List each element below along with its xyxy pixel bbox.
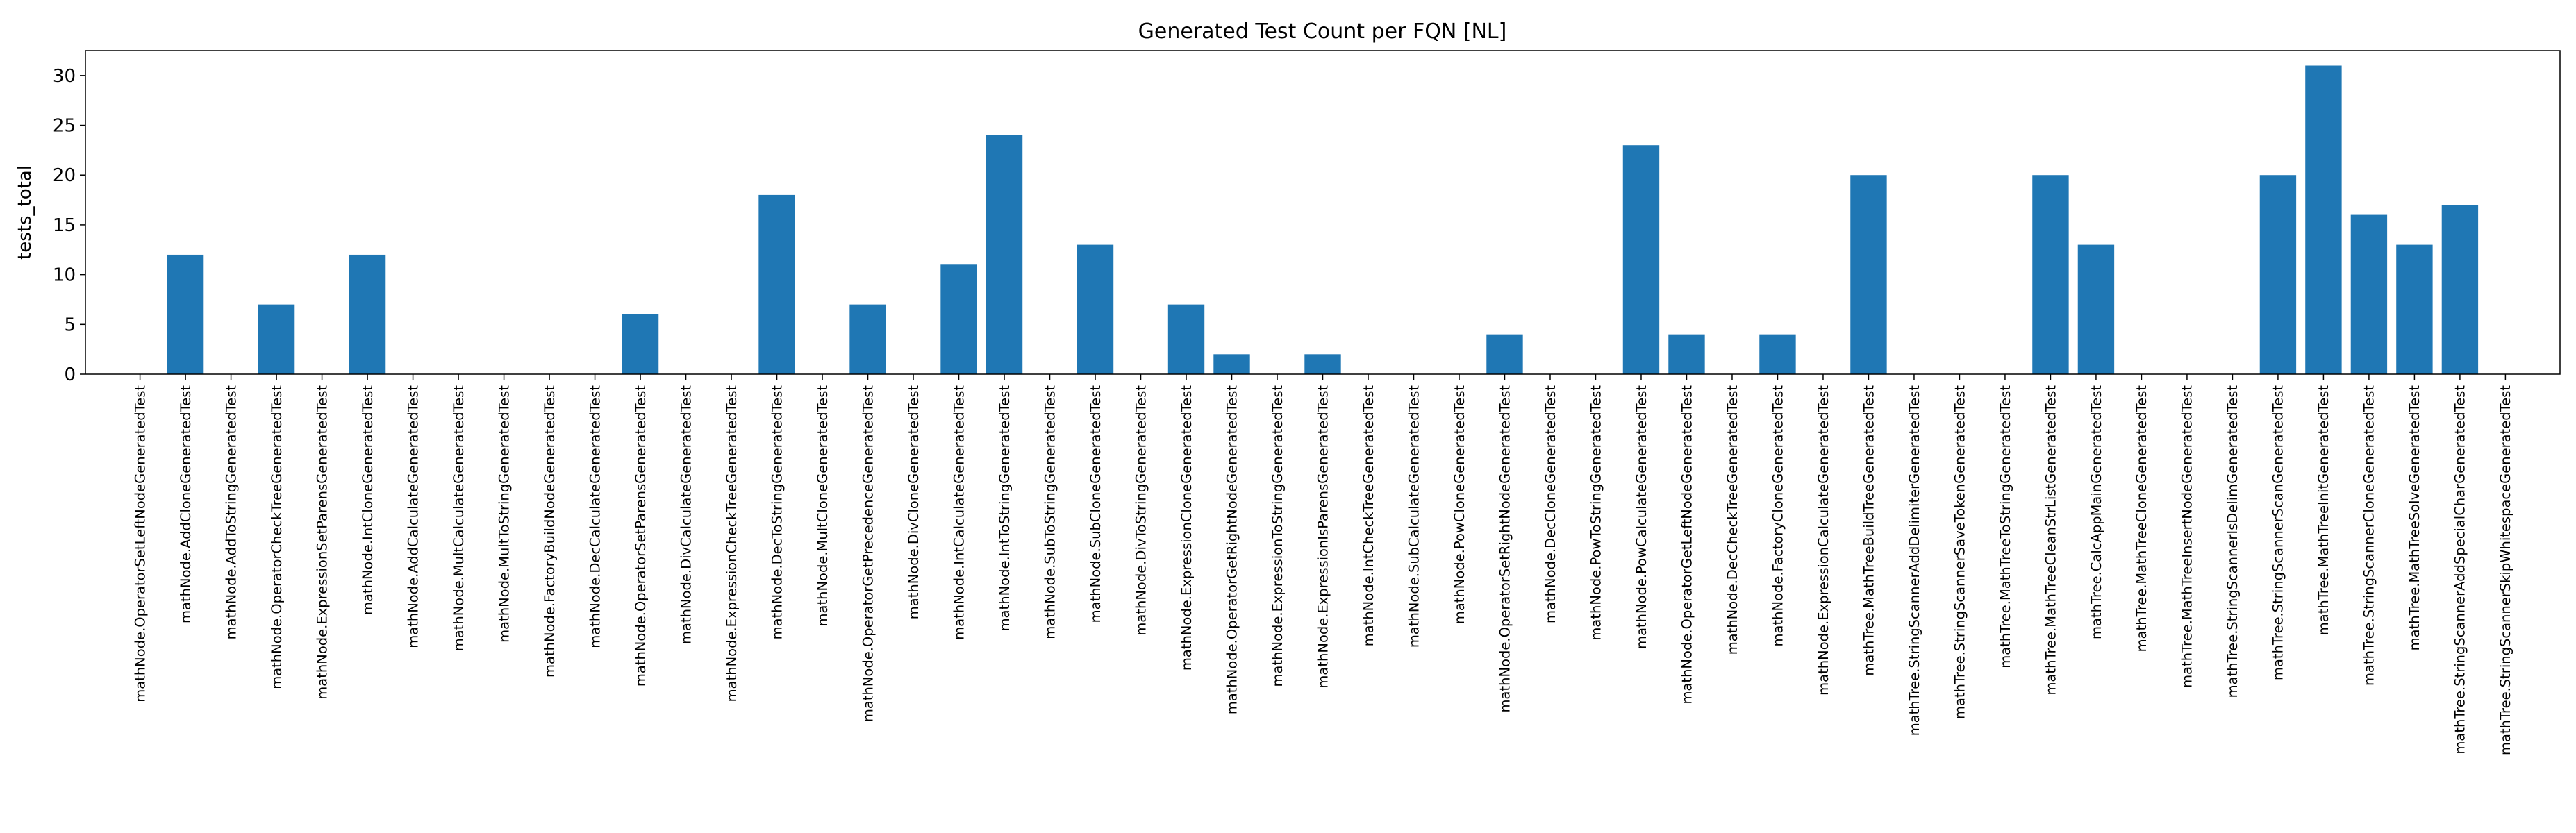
x-tick-label: mathTree.MathTreeSolveGeneratedTest (2407, 385, 2423, 651)
bar (2396, 244, 2433, 374)
bar (349, 254, 386, 374)
x-tick-label: mathTree.MathTreeInsertNodeGeneratedTest (2179, 385, 2195, 688)
x-tick-label: mathNode.DecCheckTreeGeneratedTest (1725, 385, 1740, 655)
bar (2441, 205, 2479, 374)
x-tick-label: mathTree.StringScannerAddSpecialCharGene… (2452, 385, 2468, 755)
bar (1213, 354, 1250, 374)
x-tick-label: mathNode.OperatorGetPrecedenceGeneratedT… (860, 385, 876, 722)
bar (940, 264, 977, 374)
x-tick-label: mathNode.PowCloneGeneratedTest (1452, 385, 1468, 625)
x-axis: mathNode.OperatorSetLeftNodeGeneratedTes… (132, 374, 2513, 755)
y-tick-label: 10 (53, 265, 76, 286)
x-tick-label: mathTree.MathTreeToStringGeneratedTest (1997, 385, 2013, 668)
bar (2077, 244, 2115, 374)
x-tick-label: mathNode.MultCalculateGeneratedTest (451, 385, 467, 652)
x-tick-label: mathNode.DivCloneGeneratedTest (906, 385, 922, 620)
bar (1486, 334, 1523, 374)
x-tick-label: mathNode.SubToStringGeneratedTest (1042, 385, 1058, 639)
x-tick-label: mathTree.StringScannerIsDelimGeneratedTe… (2225, 385, 2241, 698)
x-tick-label: mathNode.AddToStringGeneratedTest (223, 385, 239, 640)
y-tick-label: 30 (53, 66, 76, 87)
x-tick-label: mathNode.FactoryBuildNodeGeneratedTest (542, 385, 558, 678)
bar (1668, 334, 1705, 374)
x-tick-label: mathNode.OperatorSetParensGeneratedTest (633, 385, 649, 687)
y-tick-label: 20 (53, 165, 76, 186)
bar (1622, 145, 1660, 374)
x-tick-label: mathNode.MultToStringGeneratedTest (496, 385, 512, 643)
x-tick-label: mathNode.IntCheckTreeGeneratedTest (1361, 385, 1377, 647)
bar (986, 135, 1023, 374)
x-tick-label: mathTree.StringScannerCloneGeneratedTest (2361, 385, 2377, 686)
bar (1077, 244, 1114, 374)
y-tick-label: 25 (53, 116, 76, 137)
y-axis: 0 5 10 15 20 25 30 (53, 66, 85, 385)
bar (2032, 175, 2069, 374)
x-tick-label: mathNode.IntCalculateGeneratedTest (951, 385, 967, 640)
plot-frame (85, 50, 2561, 375)
chart-title: Generated Test Count per FQN [NL] (1138, 19, 1507, 44)
x-tick-label: mathTree.MathTreeCloneGeneratedTest (2134, 385, 2150, 653)
x-tick-label: mathNode.MultCloneGeneratedTest (815, 385, 831, 627)
bar (2259, 175, 2297, 374)
x-tick-label: mathNode.IntToStringGeneratedTest (997, 385, 1013, 632)
x-tick-label: mathTree.StringScannerAddDelimiterGenera… (1906, 385, 1922, 737)
y-tick-label: 5 (64, 314, 76, 335)
y-tick-label: 0 (64, 364, 76, 385)
x-tick-label: mathNode.SubCalculateGeneratedTest (1406, 385, 1422, 648)
x-tick-label: mathTree.MathTreeInitGeneratedTest (2316, 385, 2332, 636)
x-tick-label: mathNode.ExpressionCloneGeneratedTest (1179, 385, 1195, 671)
x-tick-label: mathNode.AddCalculateGeneratedTest (405, 385, 421, 648)
bar (1759, 334, 1796, 374)
x-tick-label: mathNode.OperatorSetLeftNodeGeneratedTes… (132, 385, 148, 702)
x-tick-label: mathNode.OperatorSetRightNodeGeneratedTe… (1497, 385, 1513, 713)
bar (2305, 65, 2342, 374)
bar (849, 304, 886, 374)
bar (622, 314, 659, 374)
x-tick-label: mathTree.StringScannerScanGeneratedTest (2270, 385, 2286, 680)
bar (1304, 354, 1341, 374)
x-tick-label: mathNode.PowCalculateGeneratedTest (1634, 385, 1650, 649)
x-tick-label: mathNode.DecCalculateGeneratedTest (587, 385, 603, 648)
bar (1167, 304, 1205, 374)
bar (167, 254, 204, 374)
x-tick-label: mathNode.OperatorGetLeftNodeGeneratedTes… (1679, 385, 1695, 705)
x-tick-label: mathTree.MathTreeBuildTreeGeneratedTest (1861, 385, 1877, 676)
x-tick-label: mathNode.ExpressionCheckTreeGeneratedTes… (724, 385, 740, 702)
x-tick-label: mathTree.MathTreeCleanStrListGeneratedTe… (2043, 385, 2059, 696)
bar (2350, 214, 2388, 374)
bars-group (167, 65, 2479, 374)
x-tick-label: mathNode.FactoryCloneGeneratedTest (1770, 385, 1786, 647)
x-tick-label: mathTree.StringScannerSaveTokenGenerated… (1952, 385, 1968, 719)
bar (258, 304, 295, 374)
bar (1850, 175, 1887, 374)
x-tick-label: mathNode.ExpressionCalculateGeneratedTes… (1815, 385, 1831, 696)
x-tick-label: mathNode.ExpressionToStringGeneratedTest (1270, 385, 1286, 687)
x-tick-label: mathNode.PowToStringGeneratedTest (1588, 385, 1604, 641)
x-tick-label: mathNode.IntCloneGeneratedTest (360, 385, 376, 615)
x-tick-label: mathNode.ExpressionIsParensGeneratedTest (1315, 385, 1331, 689)
x-tick-label: mathTree.StringScannerSkipWhitespaceGene… (2498, 385, 2513, 755)
x-tick-label: mathNode.OperatorGetRightNodeGeneratedTe… (1224, 385, 1240, 715)
x-tick-label: mathNode.ExpressionSetParensGeneratedTes… (314, 385, 330, 700)
x-tick-label: mathNode.DivToStringGeneratedTest (1133, 385, 1149, 636)
bar (758, 194, 795, 374)
x-tick-label: mathNode.DecCloneGeneratedTest (1543, 385, 1559, 623)
x-tick-label: mathNode.SubCloneGeneratedTest (1088, 385, 1104, 623)
y-tick-label: 15 (53, 215, 76, 236)
x-tick-label: mathNode.DivCalculateGeneratedTest (678, 385, 694, 644)
x-tick-label: mathNode.OperatorCheckTreeGeneratedTest (269, 385, 285, 689)
y-axis-label: tests_total (15, 165, 35, 260)
x-tick-label: mathNode.DecToStringGeneratedTest (769, 385, 785, 640)
x-tick-label: mathTree.CalcAppMainGeneratedTest (2088, 385, 2104, 639)
x-tick-label: mathNode.AddCloneGeneratedTest (178, 385, 194, 623)
